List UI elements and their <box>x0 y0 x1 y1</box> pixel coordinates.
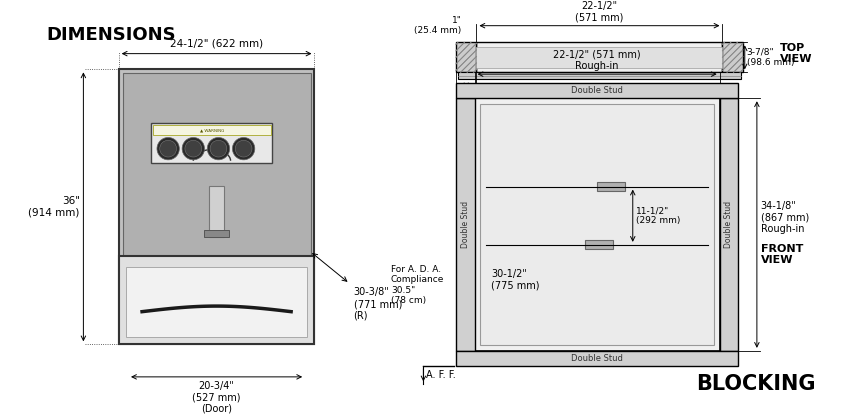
Bar <box>126 267 307 337</box>
Circle shape <box>160 140 177 157</box>
Text: For A. D. A.
Compliance
30.5"
(78 cm): For A. D. A. Compliance 30.5" (78 cm) <box>391 265 444 305</box>
Bar <box>204 230 229 237</box>
Circle shape <box>207 138 230 160</box>
Text: Double Stud: Double Stud <box>571 87 623 95</box>
Bar <box>456 84 738 98</box>
Bar <box>151 123 272 163</box>
Text: 1"
(25.4 mm): 1" (25.4 mm) <box>415 15 462 35</box>
Text: Double Stud: Double Stud <box>571 354 623 363</box>
Text: 20-3/4"
(527 mm)
(Door): 20-3/4" (527 mm) (Door) <box>193 381 241 414</box>
Text: BLOCKING: BLOCKING <box>696 374 816 394</box>
Text: 3-7/8"
(98.6 mm): 3-7/8" (98.6 mm) <box>747 48 794 67</box>
Text: 11-1/2"
(292 mm): 11-1/2" (292 mm) <box>636 206 680 225</box>
Bar <box>480 104 714 345</box>
Bar <box>474 98 720 351</box>
Circle shape <box>232 138 255 160</box>
Circle shape <box>185 140 202 157</box>
Bar <box>456 351 738 366</box>
Circle shape <box>182 138 204 160</box>
Text: 22-1/2" (571 mm)
Rough-in: 22-1/2" (571 mm) Rough-in <box>553 50 641 71</box>
Bar <box>119 256 315 344</box>
Bar <box>153 125 271 135</box>
Text: Double Stud: Double Stud <box>724 201 733 248</box>
Text: A. F. F.: A. F. F. <box>426 370 456 380</box>
Text: 36"
(914 mm): 36" (914 mm) <box>29 196 80 218</box>
Text: 30-3/8"
(771 mm)
(R): 30-3/8" (771 mm) (R) <box>353 288 402 321</box>
Bar <box>456 43 477 72</box>
Text: 22-1/2"
(571 mm): 22-1/2" (571 mm) <box>575 1 624 23</box>
Bar <box>722 43 743 72</box>
Text: TOP
VIEW: TOP VIEW <box>780 43 812 64</box>
Text: FRONT
VIEW: FRONT VIEW <box>760 244 803 265</box>
Bar <box>458 72 741 79</box>
Bar <box>119 69 315 344</box>
Bar <box>477 43 722 72</box>
Bar <box>585 240 613 250</box>
Bar <box>720 98 738 351</box>
Circle shape <box>157 138 179 160</box>
Bar <box>123 73 310 256</box>
Text: 34-1/8"
(867 mm)
Rough-in: 34-1/8" (867 mm) Rough-in <box>760 201 809 234</box>
Text: 30-1/2"
(775 mm): 30-1/2" (775 mm) <box>491 269 540 291</box>
Bar <box>209 186 224 237</box>
Bar <box>477 47 722 68</box>
Text: DIMENSIONS: DIMENSIONS <box>46 25 176 44</box>
Text: ▲ WARNING: ▲ WARNING <box>200 128 224 132</box>
Bar <box>597 182 626 191</box>
Text: Double Stud: Double Stud <box>461 201 470 248</box>
Bar <box>456 98 474 351</box>
Circle shape <box>210 140 227 157</box>
Text: 24-1/2" (622 mm): 24-1/2" (622 mm) <box>170 39 263 49</box>
Circle shape <box>235 140 252 157</box>
